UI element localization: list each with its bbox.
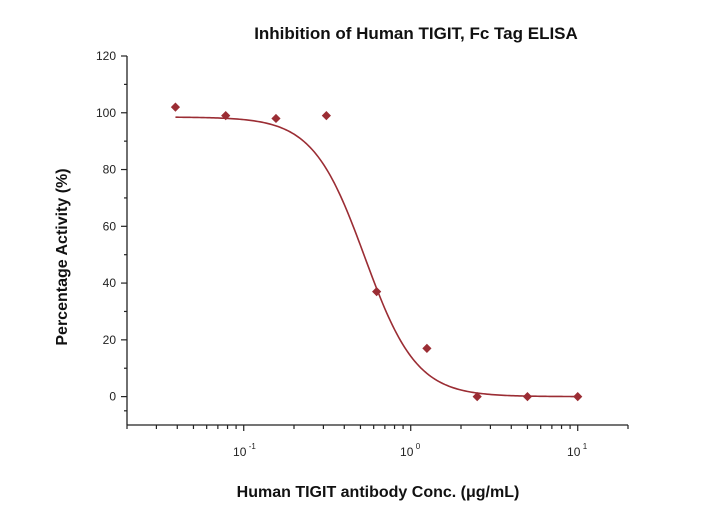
data-point <box>372 286 382 297</box>
y-tick-label: 80 <box>103 163 117 177</box>
chart-title: Inhibition of Human TIGIT, Fc Tag ELISA <box>254 24 578 43</box>
x-axis-ticks: 10 -1 10 0 10 1 <box>126 425 629 459</box>
data-point <box>170 102 181 112</box>
y-tick-label: 100 <box>96 106 116 120</box>
data-point <box>321 111 331 121</box>
x-axis-label: Human TIGIT antibody Conc. (μg/mL) <box>237 484 520 501</box>
y-tick-label: 0 <box>109 390 116 404</box>
x-tick-label: 10 <box>233 445 247 459</box>
data-point <box>221 111 231 121</box>
y-axis-label: Percentage Activity (%) <box>54 168 71 345</box>
y-tick-label: 120 <box>96 49 116 63</box>
data-points <box>170 102 583 402</box>
x-tick-label: 10 <box>567 445 581 459</box>
fit-curve <box>175 116 578 398</box>
axes <box>126 56 628 426</box>
y-axis-ticks: 0 20 40 60 80 100 120 <box>96 49 127 412</box>
x-tick-exponent: -1 <box>249 442 257 451</box>
data-point <box>271 113 281 124</box>
data-point <box>422 343 432 353</box>
x-tick-exponent: 1 <box>583 442 588 451</box>
y-tick-label: 40 <box>103 276 117 290</box>
x-tick-exponent: 0 <box>416 442 421 451</box>
x-tick-label: 10 <box>400 445 414 459</box>
data-point <box>573 392 583 402</box>
data-point <box>522 392 533 402</box>
y-tick-label: 60 <box>103 219 117 233</box>
data-point <box>472 392 482 402</box>
y-tick-label: 20 <box>103 333 117 347</box>
